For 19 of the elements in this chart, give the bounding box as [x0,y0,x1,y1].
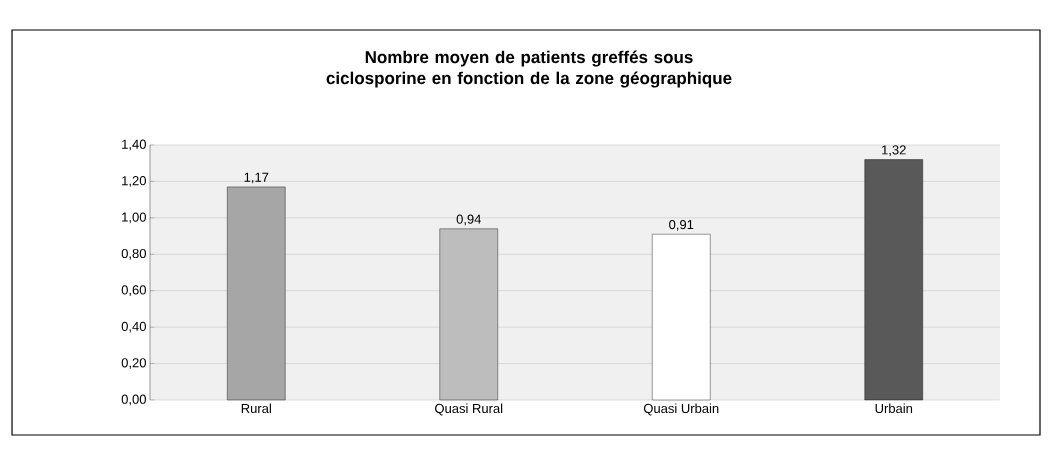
y-tick-label: 0,60 [121,285,146,297]
chart-title: Nombre moyen de patients greffés sous ciclosporine en fonction de la zone géographique [326,50,732,88]
y-tick-label: 1,00 [122,212,146,224]
y-tick-label: 0,80 [121,248,146,260]
y-tick-label: 0,20 [121,358,146,369]
data-label: 1,17 [244,172,269,184]
data-label: 0,94 [456,214,482,226]
y-tick-label: 1,40 [122,139,146,151]
bar [652,234,711,401]
x-tick-label: Urbain [875,403,913,414]
x-tick-label: Rural [241,403,271,414]
data-label: 0,91 [669,219,694,231]
y-tick-label: 0,40 [121,321,146,333]
y-tick-label: 0,00 [121,394,146,406]
x-tick-label: Quasi Rural [435,403,503,416]
data-label: 1,32 [882,145,906,157]
y-tick-label: 1,20 [122,176,146,187]
bar [864,159,923,401]
x-tick-label: Quasi Urbain [643,403,719,416]
